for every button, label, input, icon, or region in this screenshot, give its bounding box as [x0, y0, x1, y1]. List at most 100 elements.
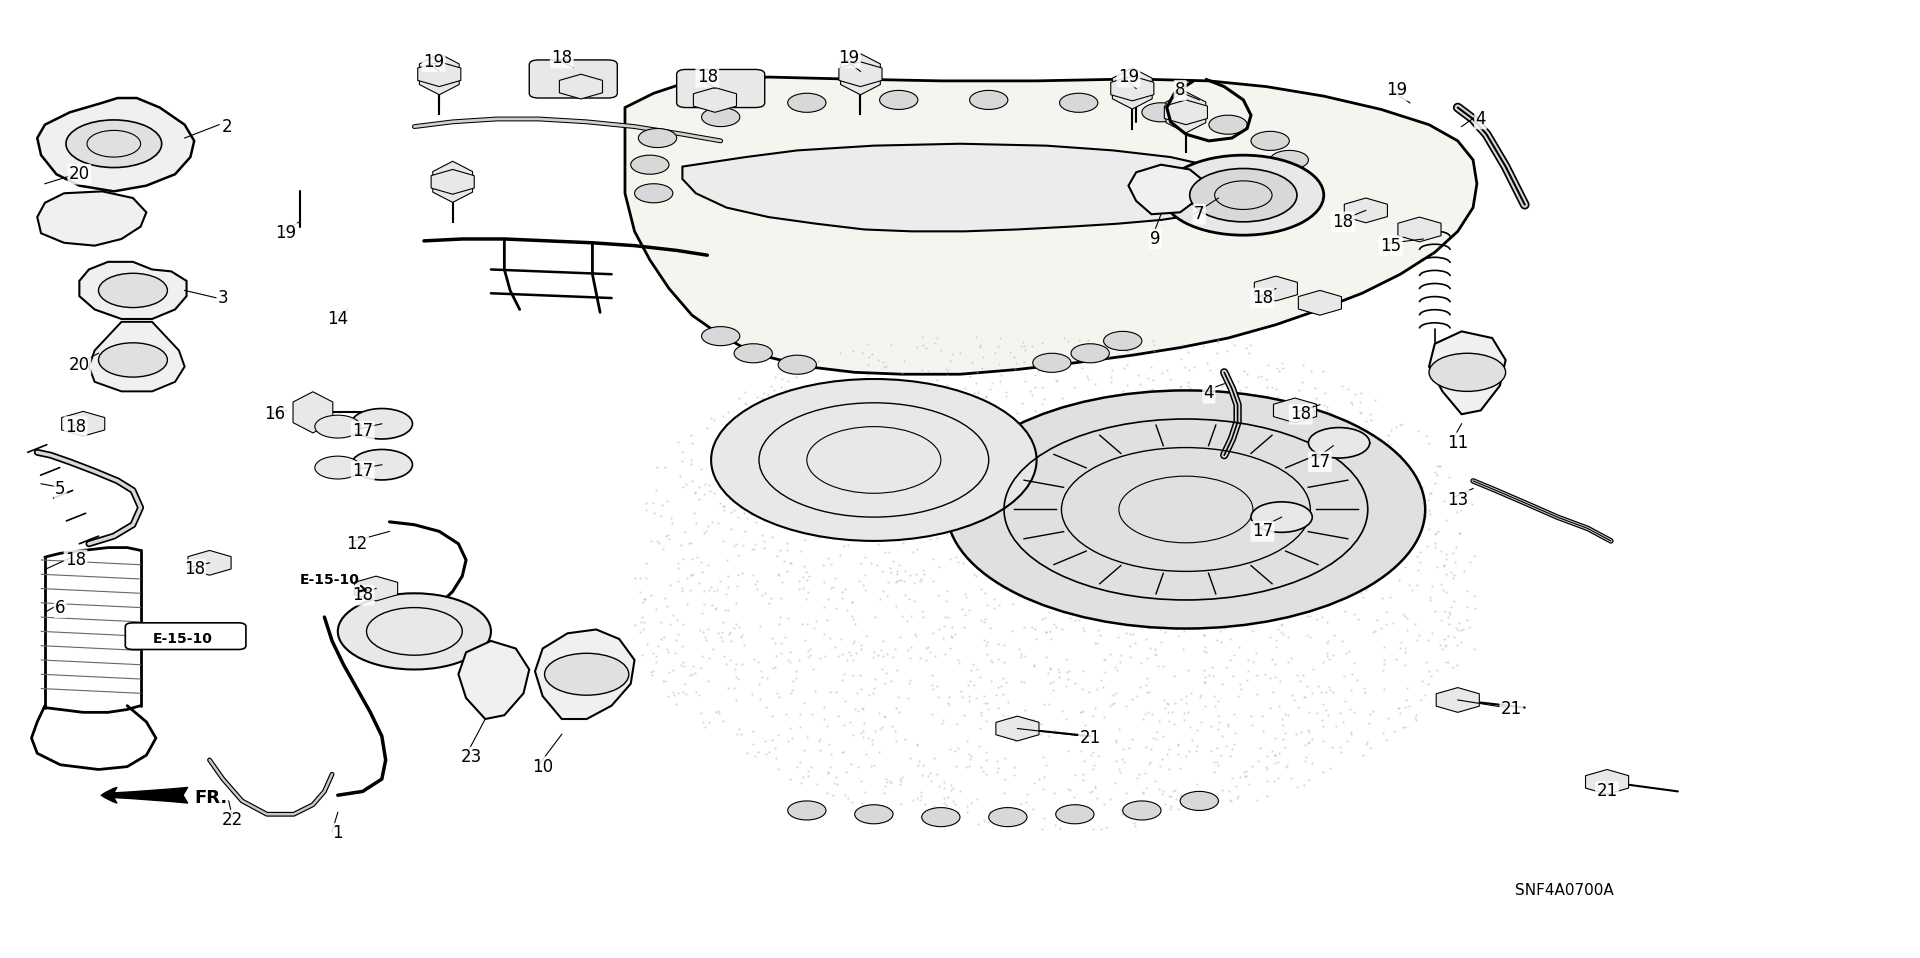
Circle shape [1252, 502, 1311, 533]
Polygon shape [79, 262, 186, 319]
Text: 16: 16 [265, 405, 286, 423]
Text: 19: 19 [1117, 68, 1139, 86]
Polygon shape [355, 576, 397, 601]
Circle shape [787, 93, 826, 112]
Text: 18: 18 [1290, 405, 1311, 423]
Polygon shape [536, 629, 634, 719]
Polygon shape [1273, 398, 1317, 422]
Circle shape [1267, 174, 1304, 194]
Text: 21: 21 [1596, 783, 1619, 800]
Polygon shape [1298, 290, 1342, 315]
Circle shape [701, 327, 739, 346]
Text: 18: 18 [65, 418, 86, 436]
Polygon shape [841, 54, 881, 95]
Polygon shape [419, 54, 459, 95]
Circle shape [1123, 801, 1162, 820]
Polygon shape [1344, 198, 1388, 223]
Text: 4: 4 [1204, 384, 1213, 402]
Polygon shape [294, 392, 332, 433]
Circle shape [1164, 155, 1323, 235]
Polygon shape [188, 551, 230, 575]
Circle shape [637, 128, 676, 148]
Circle shape [351, 408, 413, 439]
Circle shape [1252, 195, 1290, 215]
Polygon shape [36, 192, 146, 245]
Text: 20: 20 [69, 165, 90, 183]
Circle shape [1181, 791, 1219, 810]
Circle shape [545, 653, 630, 696]
Text: 11: 11 [1448, 434, 1469, 452]
Text: 1: 1 [332, 824, 344, 842]
Text: 18: 18 [184, 560, 205, 579]
Circle shape [989, 808, 1027, 827]
FancyBboxPatch shape [125, 623, 246, 650]
Text: FR.: FR. [194, 789, 227, 807]
Text: 9: 9 [1150, 230, 1160, 248]
FancyBboxPatch shape [676, 69, 764, 107]
Text: 20: 20 [69, 355, 90, 374]
Text: 8: 8 [1175, 81, 1185, 100]
Polygon shape [459, 641, 530, 719]
Polygon shape [1164, 100, 1208, 125]
Circle shape [879, 90, 918, 109]
Text: 17: 17 [1309, 453, 1331, 470]
Polygon shape [88, 322, 184, 392]
Circle shape [1308, 427, 1369, 458]
Polygon shape [693, 87, 737, 112]
Polygon shape [1112, 76, 1154, 101]
Text: 12: 12 [346, 535, 367, 553]
Text: E-15-10: E-15-10 [154, 632, 213, 646]
Text: 18: 18 [697, 68, 718, 86]
Circle shape [65, 120, 161, 168]
Text: SNF4A0700A: SNF4A0700A [1515, 883, 1615, 898]
Circle shape [98, 343, 167, 377]
Polygon shape [1428, 331, 1505, 414]
Circle shape [854, 805, 893, 824]
Polygon shape [36, 98, 194, 192]
Circle shape [351, 449, 413, 480]
Text: 15: 15 [1380, 237, 1402, 255]
Text: 10: 10 [532, 758, 553, 776]
Text: 14: 14 [326, 310, 348, 328]
Circle shape [710, 379, 1037, 541]
Polygon shape [839, 62, 881, 86]
Circle shape [1428, 354, 1505, 392]
Polygon shape [1586, 769, 1628, 794]
Text: 22: 22 [223, 811, 244, 829]
Circle shape [1056, 805, 1094, 824]
Text: 18: 18 [351, 586, 372, 604]
Polygon shape [626, 77, 1476, 375]
FancyBboxPatch shape [530, 60, 618, 98]
Text: 19: 19 [422, 53, 444, 71]
Circle shape [98, 273, 167, 308]
Circle shape [1190, 169, 1296, 222]
Polygon shape [1112, 68, 1152, 109]
Text: 5: 5 [56, 480, 65, 497]
Circle shape [630, 155, 668, 174]
Text: 19: 19 [1386, 81, 1407, 100]
Text: 17: 17 [1252, 522, 1273, 540]
Text: 23: 23 [461, 748, 482, 766]
Circle shape [338, 593, 492, 670]
Text: 19: 19 [276, 224, 298, 242]
Circle shape [1271, 150, 1308, 170]
Circle shape [701, 107, 739, 126]
Polygon shape [1254, 276, 1298, 301]
Polygon shape [996, 717, 1039, 741]
Polygon shape [432, 161, 472, 202]
Polygon shape [559, 74, 603, 99]
Polygon shape [1398, 217, 1442, 241]
Polygon shape [432, 170, 474, 194]
Circle shape [1033, 354, 1071, 373]
Polygon shape [419, 62, 461, 86]
Text: 2: 2 [221, 118, 232, 136]
Circle shape [1142, 103, 1181, 122]
Text: 18: 18 [65, 551, 86, 569]
Circle shape [1071, 344, 1110, 363]
Text: 17: 17 [351, 463, 372, 480]
Circle shape [922, 808, 960, 827]
Circle shape [778, 355, 816, 375]
Circle shape [1060, 93, 1098, 112]
Text: 19: 19 [839, 49, 860, 67]
Polygon shape [61, 411, 106, 436]
